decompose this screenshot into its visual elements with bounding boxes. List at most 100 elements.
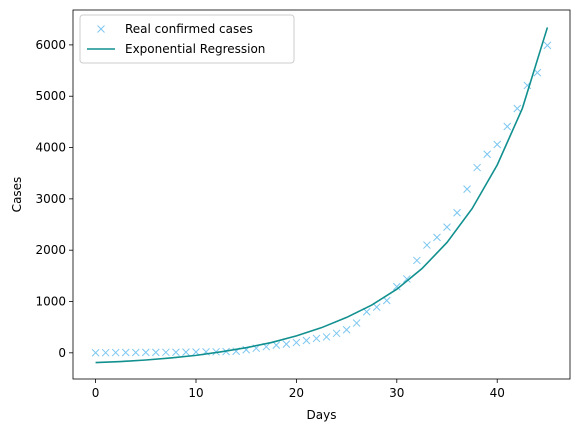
data-point-stroke-b: [413, 256, 421, 265]
data-point-stroke-b: [262, 342, 271, 351]
x-tick-label: 0: [92, 386, 100, 400]
data-point: [182, 348, 190, 356]
data-point-stroke-b: [162, 348, 170, 357]
x-tick-label: 20: [289, 386, 304, 400]
legend-marker-swatch-stroke-b: [97, 25, 105, 33]
data-point: [463, 185, 471, 193]
y-axis-label: Cases: [10, 177, 24, 213]
data-point: [292, 338, 301, 347]
data-point-stroke-b: [543, 41, 552, 50]
data-point: [322, 333, 331, 341]
y-tick-label: 3000: [35, 192, 66, 206]
y-tick-label: 2000: [35, 243, 66, 257]
data-point: [423, 241, 431, 249]
data-point: [493, 140, 502, 149]
data-point: [543, 41, 552, 50]
data-point: [312, 334, 321, 343]
data-point: [302, 336, 311, 345]
data-point-stroke-b: [312, 334, 321, 343]
data-point: [342, 325, 351, 334]
legend-entry-label: Exponential Regression: [125, 42, 265, 56]
data-point: [453, 208, 461, 217]
data-point-stroke-b: [131, 348, 140, 357]
data-point-stroke-b: [503, 122, 512, 131]
plot-area: [91, 27, 552, 364]
data-point-stroke-b: [121, 348, 130, 357]
data-point-stroke-b: [322, 333, 331, 341]
data-point: [433, 233, 441, 242]
axes: 0 10 20 30 40 0 1000 2000 3000 4000 5000 6000 Days Ca…: [10, 9, 571, 422]
data-point-stroke-b: [443, 223, 451, 231]
y-tick-label: 0: [58, 346, 66, 360]
x-tick-label: 10: [188, 386, 203, 400]
data-point: [272, 341, 281, 349]
data-point: [91, 348, 100, 357]
data-point-stroke-b: [272, 341, 281, 349]
data-point-stroke-b: [91, 348, 100, 357]
data-point-stroke-b: [172, 348, 180, 357]
data-point: [382, 296, 391, 305]
data-point-stroke-b: [493, 140, 502, 149]
data-point-stroke-b: [302, 336, 311, 345]
data-point: [402, 275, 411, 283]
legend: Real confirmed cases Exponential Regressi…: [79, 14, 295, 64]
data-point: [513, 104, 522, 113]
data-point-stroke-b: [332, 329, 341, 338]
data-point-stroke-b: [423, 241, 431, 249]
x-tick-label: 30: [389, 386, 404, 400]
data-point-stroke-b: [402, 275, 411, 283]
data-point-stroke-b: [362, 307, 371, 316]
y-tick-label: 4000: [35, 141, 66, 155]
y-tick-label: 1000: [35, 295, 66, 309]
data-point: [443, 223, 451, 231]
data-point-stroke-b: [392, 282, 401, 291]
data-point: [533, 68, 542, 77]
x-tick-label: 40: [490, 386, 505, 400]
axes-frame: [72, 9, 571, 380]
data-point: [141, 348, 150, 357]
data-point: [503, 122, 512, 131]
y-tick-label: 6000: [35, 38, 66, 52]
data-point: [131, 348, 140, 357]
data-point-stroke-b: [473, 163, 481, 172]
data-point: [483, 150, 492, 159]
data-point: [473, 163, 481, 172]
data-point: [372, 303, 381, 312]
data-point-stroke-b: [463, 185, 471, 193]
data-point-stroke-b: [433, 233, 441, 242]
data-point-stroke-b: [372, 303, 381, 312]
data-point: [111, 348, 120, 357]
data-point-stroke-b: [342, 325, 351, 334]
data-point: [151, 348, 160, 357]
data-point: [282, 340, 291, 348]
data-point-stroke-b: [292, 338, 301, 347]
data-point-stroke-b: [382, 296, 391, 305]
data-point-stroke-b: [192, 348, 200, 356]
data-point: [392, 282, 401, 291]
data-point-stroke-b: [111, 348, 120, 357]
data-point-stroke-b: [151, 348, 160, 357]
data-point-stroke-b: [533, 68, 542, 77]
data-point: [172, 348, 180, 357]
data-point-stroke-b: [513, 104, 522, 113]
data-point-stroke-b: [453, 208, 461, 217]
data-point-stroke-b: [352, 319, 361, 327]
data-point-stroke-b: [101, 348, 110, 357]
legend-marker-swatch: [97, 25, 105, 33]
series-line-exponential-regression: [95, 27, 549, 364]
data-point-stroke-b: [141, 348, 150, 357]
data-point-stroke-b: [483, 150, 492, 159]
x-axis-label: Days: [307, 408, 337, 422]
data-point-stroke-b: [282, 340, 291, 348]
data-point: [352, 319, 361, 327]
data-point: [101, 348, 110, 357]
y-tick-label: 5000: [35, 89, 66, 103]
data-point: [162, 348, 170, 357]
legend-entry-label: Real confirmed cases: [125, 22, 253, 36]
data-point: [332, 329, 341, 338]
legend-box: [79, 14, 295, 64]
data-point: [413, 256, 421, 265]
data-point: [121, 348, 130, 357]
